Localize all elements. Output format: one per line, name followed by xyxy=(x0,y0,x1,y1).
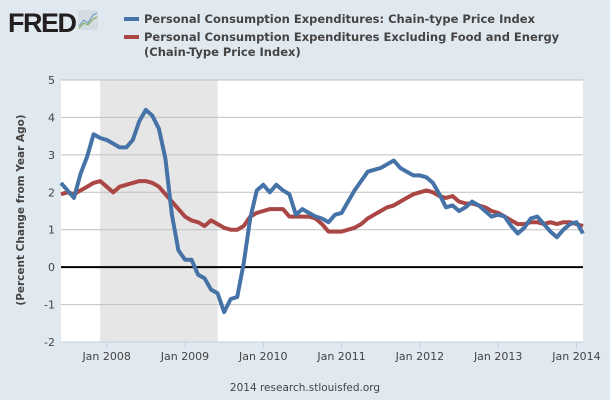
y-tick-label: -2 xyxy=(44,336,55,349)
y-tick-label: 0 xyxy=(48,261,55,274)
x-tick-label: Jan 2011 xyxy=(316,350,365,363)
chart-legend: Personal Consumption Expenditures: Chain… xyxy=(124,12,594,60)
y-tick-label: -1 xyxy=(44,299,55,312)
source-footer: 2014 research.stlouisfed.org xyxy=(229,382,381,394)
legend-swatch-pce xyxy=(124,17,139,21)
y-axis-label: (Percent Change from Year Ago) xyxy=(15,114,27,305)
y-tick-label: 2 xyxy=(48,186,55,199)
x-tick-label: Jan 2012 xyxy=(395,350,444,363)
x-tick-label: Jan 2014 xyxy=(551,350,600,363)
legend-label-core-pce: Personal Consumption Expenditures Exclud… xyxy=(144,30,560,59)
x-tick-label: Jan 2010 xyxy=(238,350,287,363)
y-tick-label: 5 xyxy=(48,74,55,87)
y-tick-label: 3 xyxy=(48,149,55,162)
legend-swatch-core-pce xyxy=(124,35,139,39)
chart-line-icon xyxy=(78,10,98,30)
x-tick-label: Jan 2009 xyxy=(160,350,209,363)
x-tick-label: Jan 2008 xyxy=(81,350,130,363)
x-tick-label: Jan 2013 xyxy=(473,350,522,363)
y-tick-label: 4 xyxy=(48,111,55,124)
recession-shading xyxy=(100,80,218,342)
legend-item-pce[interactable]: Personal Consumption Expenditures: Chain… xyxy=(124,12,594,27)
legend-item-core-pce[interactable]: Personal Consumption Expenditures Exclud… xyxy=(124,30,594,60)
series-line-pce xyxy=(59,107,585,315)
series-line-core-pce xyxy=(60,179,584,234)
y-tick-label: 1 xyxy=(48,224,55,237)
legend-label-pce: Personal Consumption Expenditures: Chain… xyxy=(144,12,536,26)
fred-logo[interactable]: FRED xyxy=(8,8,77,38)
